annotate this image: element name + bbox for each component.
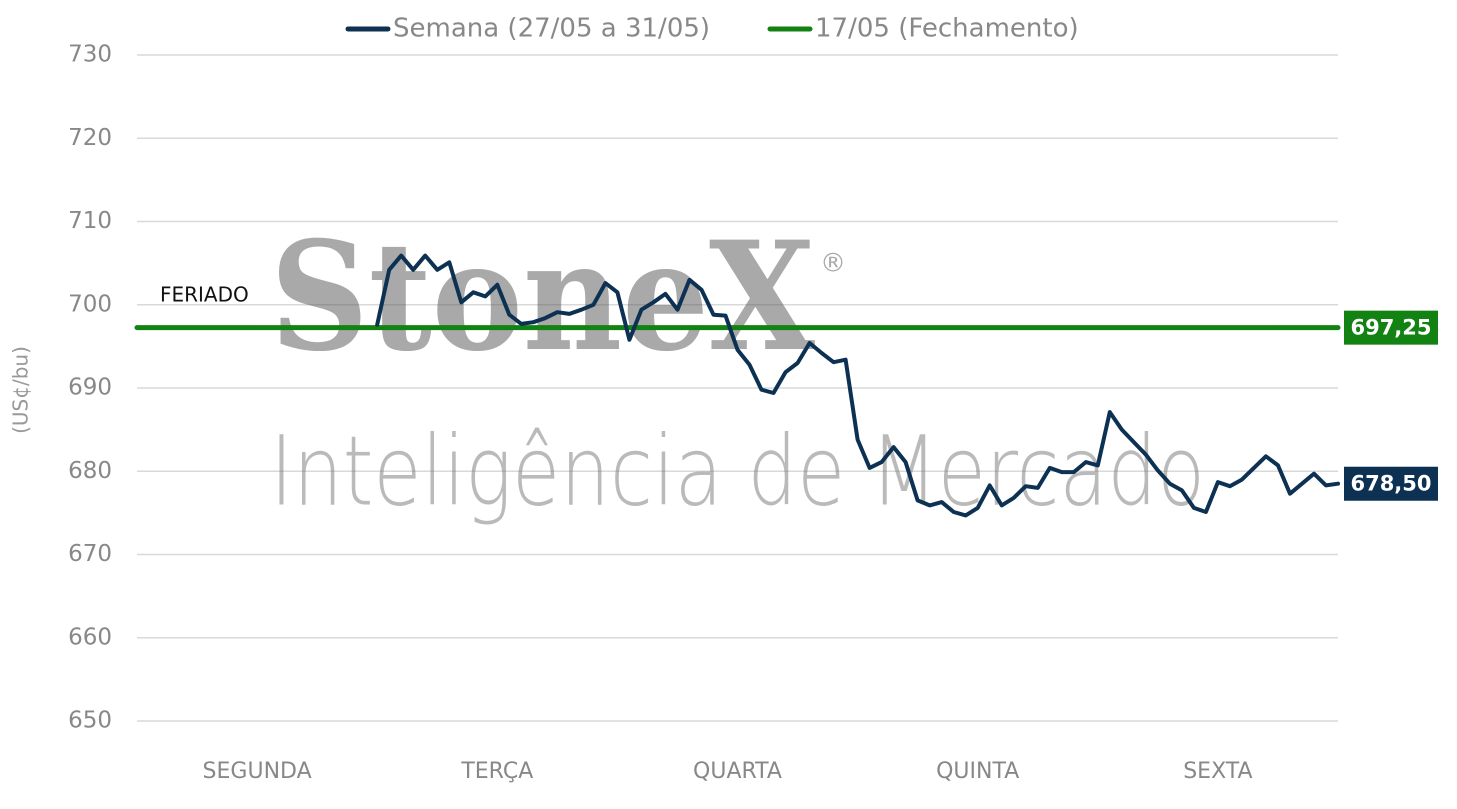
- x-tick-label: TERÇA: [460, 759, 533, 784]
- y-tick-label: 660: [68, 624, 112, 650]
- x-tick-label: QUINTA: [936, 759, 1019, 784]
- x-tick-label: SEGUNDA: [203, 759, 312, 784]
- watermark-logo: StoneX: [270, 209, 816, 385]
- y-tick-label: 700: [68, 291, 112, 317]
- series-line: [375, 253, 1340, 518]
- watermark: StoneX ® Inteligência de Mercado: [270, 209, 1205, 527]
- legend-label: Semana (27/05 a 31/05): [393, 14, 710, 44]
- y-axis-label: (US¢/bu): [9, 346, 33, 434]
- y-tick-label: 670: [68, 541, 112, 567]
- y-tick-label: 730: [68, 42, 112, 68]
- value-label: 697,25: [1350, 316, 1431, 340]
- watermark-mark: ®: [820, 249, 846, 279]
- y-tick-label: 650: [68, 708, 112, 734]
- x-tick-label: QUARTA: [693, 759, 782, 784]
- y-tick-label: 720: [68, 125, 112, 151]
- legend-label: 17/05 (Fechamento): [815, 14, 1079, 44]
- y-tick-label: 690: [68, 375, 112, 401]
- value-label-box: [1344, 310, 1438, 345]
- y-tick-label: 680: [68, 458, 112, 484]
- x-tick-label: SEXTA: [1183, 759, 1252, 784]
- value-label: 678,50: [1350, 472, 1431, 496]
- y-tick-label: 710: [68, 208, 112, 234]
- value-label-box: [1344, 466, 1438, 501]
- annotation: FERIADO: [160, 283, 249, 307]
